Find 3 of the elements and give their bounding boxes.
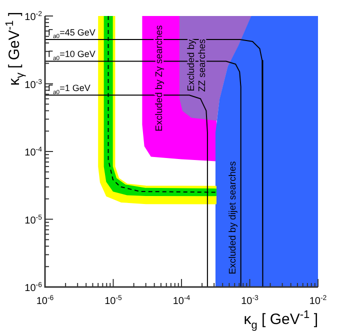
y-axis-title: κγ [ GeV-1 ]: [4, 12, 26, 86]
series-label: Excluded by Zγ searches: [154, 24, 166, 132]
series-label: Excluded by dijet searches: [227, 161, 238, 274]
